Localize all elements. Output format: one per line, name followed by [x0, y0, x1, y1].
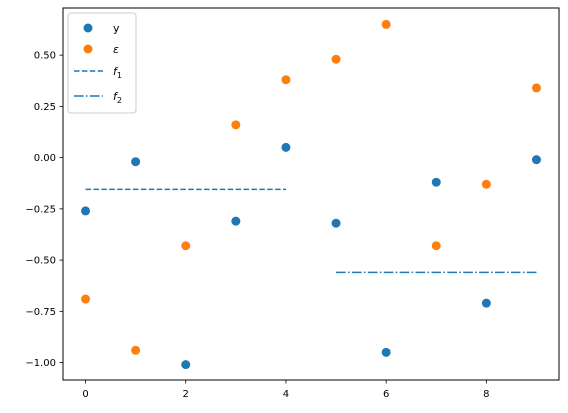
x-tick-label: 4	[283, 389, 289, 400]
data-point-series-1-1	[131, 157, 141, 167]
data-point-series-2-0	[81, 294, 91, 304]
legend-label: ε	[113, 43, 119, 56]
data-point-series-1-9	[531, 155, 541, 165]
legend-label: f2	[113, 90, 122, 105]
x-tick-label: 0	[82, 389, 88, 400]
data-point-series-1-3	[231, 216, 241, 226]
data-point-series-2-1	[131, 345, 141, 355]
data-point-series-2-6	[381, 19, 391, 29]
data-point-series-1-4	[281, 142, 291, 152]
data-point-series-2-3	[231, 120, 241, 130]
x-tick-label: 8	[483, 389, 489, 400]
x-tick-label: 2	[183, 389, 189, 400]
data-point-series-2-5	[331, 54, 341, 64]
x-axis: 0 2 4 6 8	[82, 380, 490, 400]
legend-box	[67, 12, 137, 114]
legend: yε f1 f2	[67, 12, 137, 114]
y-tick-label: −0.50	[25, 256, 56, 267]
x-tick-label: 6	[383, 389, 389, 400]
y-tick-label: 0.25	[34, 102, 56, 113]
y-tick-label: 0.50	[34, 51, 56, 62]
data-point-series-1-7	[431, 177, 441, 187]
y-tick-label: −0.75	[25, 307, 56, 318]
y-tick-label: −0.25	[25, 204, 56, 215]
legend-label: f1	[113, 65, 122, 80]
y-tick-label: −1.00	[25, 358, 56, 369]
plot-area	[81, 19, 541, 370]
legend-marker-dot	[83, 23, 93, 33]
data-point-series-2-2	[181, 241, 191, 251]
data-point-series-1-5	[331, 218, 341, 228]
data-point-series-2-7	[431, 241, 441, 251]
data-point-series-1-2	[181, 360, 191, 370]
y-tick-label: 0.00	[34, 153, 56, 164]
data-point-series-1-0	[81, 206, 91, 216]
legend-label: y	[113, 22, 120, 35]
data-point-series-2-9	[531, 83, 541, 93]
data-point-series-1-6	[381, 347, 391, 357]
data-point-series-2-4	[281, 75, 291, 85]
data-point-series-1-8	[481, 298, 491, 308]
y-axis: −1.00 −0.75 −0.50 −0.25 0.00 0.25 0.50	[25, 51, 63, 369]
axes-frame	[62, 7, 560, 381]
data-point-series-2-8	[481, 179, 491, 189]
legend-marker-dot	[83, 44, 93, 54]
